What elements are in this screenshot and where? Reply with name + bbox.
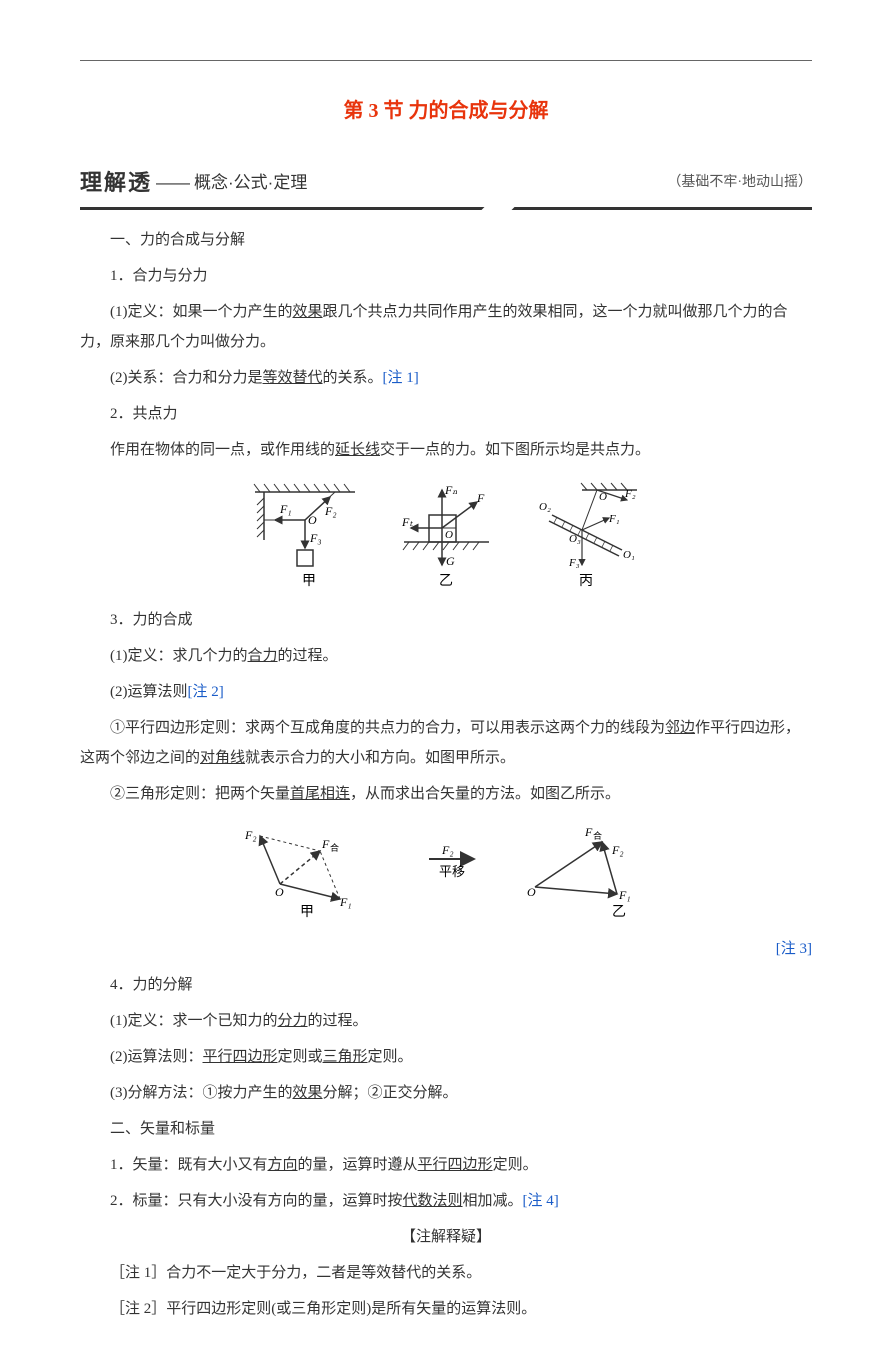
fig-yi: O Fₙ F Fₜ G 乙 — [399, 480, 494, 590]
svg-text:Fₙ: Fₙ — [444, 483, 458, 497]
figure-row-1: F₁ F₂ O F₃ 甲 O Fₙ F Fₜ G 乙 — [80, 480, 812, 590]
header-tail: （基础不牢·地动山摇） — [667, 169, 812, 197]
svg-text:F₁: F₁ — [618, 888, 631, 902]
s3-1: (1)定义：求几个力的合力的过程。 — [80, 641, 812, 671]
svg-text:乙: 乙 — [439, 573, 453, 589]
fig-bing: O O₂ O₃ O₁ F₂ F₁ F₃ 丙 — [527, 480, 642, 590]
svg-text:O: O — [275, 885, 284, 899]
s4-2: (2)运算法则：平行四边形定则或三角形定则。 — [80, 1042, 812, 1072]
svg-text:O: O — [445, 529, 453, 541]
s4-3: (3)分解方法：①按力产生的效果分解；②正交分解。 — [80, 1078, 812, 1108]
figure-row-2: O F₁ F₂ F合 甲 F₂ 平移 O F₁ F₂ F合 乙 — [80, 824, 812, 919]
s1-2: (2)关系：合力和分力是等效替代的关系。[注 1] — [80, 363, 812, 393]
notes-header: 【注解释疑】 — [80, 1222, 812, 1252]
svg-text:F₃: F₃ — [568, 557, 580, 569]
svg-text:O₃: O₃ — [569, 533, 581, 545]
svg-text:O: O — [308, 513, 317, 527]
fig2-arrow: F₂ 平移 — [424, 824, 484, 919]
concept-header: 理解透 —— 概念·公式·定理 （基础不牢·地动山摇） — [80, 161, 812, 210]
svg-text:F₃: F₃ — [309, 531, 322, 545]
svg-text:F: F — [584, 825, 593, 839]
svg-text:F: F — [321, 837, 330, 851]
svg-text:平移: 平移 — [439, 864, 465, 879]
svg-text:合: 合 — [330, 842, 339, 853]
svg-text:G: G — [446, 554, 455, 568]
svg-text:F: F — [476, 491, 485, 505]
s3-2-2: ②三角形定则：把两个矢量首尾相连，从而求出合矢量的方法。如图乙所示。 — [80, 779, 812, 809]
svg-text:F₁: F₁ — [339, 895, 352, 909]
sec2-heading: 二、矢量和标量 — [80, 1114, 812, 1144]
svg-text:甲: 甲 — [302, 574, 316, 589]
sec1-heading: 一、力的合成与分解 — [80, 225, 812, 255]
page-title: 第 3 节 力的合成与分解 — [80, 91, 812, 131]
fig-jia: F₁ F₂ O F₃ 甲 — [250, 480, 365, 590]
sec2-2: 2．标量：只有大小没有方向的量，运算时按代数法则相加减。[注 4] — [80, 1186, 812, 1216]
top-rule — [80, 60, 812, 61]
note-ref-2: [注 2] — [188, 684, 224, 700]
s3-head: 3．力的合成 — [80, 605, 812, 635]
svg-text:F₂: F₂ — [611, 843, 624, 857]
svg-text:O₂: O₂ — [539, 501, 551, 513]
s3-2-1: ①平行四边形定则：求两个互成角度的共点力的合力，可以用表示这两个力的线段为邻边作… — [80, 713, 812, 773]
svg-text:合: 合 — [593, 830, 602, 841]
fig2-yi: O F₁ F₂ F合 乙 — [517, 824, 672, 919]
note-ref-1: [注 1] — [383, 370, 419, 386]
sec2-1: 1．矢量：既有大小又有方向的量，运算时遵从平行四边形定则。 — [80, 1150, 812, 1180]
s1-1: (1)定义：如果一个力产生的效果跟几个共点力共同作用产生的效果相同，这一个力就叫… — [80, 297, 812, 357]
note-ref-4: [注 4] — [523, 1193, 559, 1209]
svg-text:F₁: F₁ — [608, 513, 620, 525]
note-1: ［注 1］合力不一定大于分力，二者是等效替代的关系。 — [80, 1258, 812, 1288]
svg-text:甲: 甲 — [300, 905, 314, 919]
svg-text:F₁: F₁ — [279, 502, 292, 516]
s4-1: (1)定义：求一个已知力的分力的过程。 — [80, 1006, 812, 1036]
svg-text:Fₜ: Fₜ — [401, 515, 413, 529]
note-ref-3: [注 3] — [80, 934, 812, 964]
svg-text:F₂: F₂ — [324, 504, 337, 518]
header-main: 理解透 — [80, 161, 152, 205]
svg-text:F₂: F₂ — [244, 828, 257, 842]
svg-text:F₂: F₂ — [624, 488, 636, 500]
note-2: ［注 2］平行四边形定则(或三角形定则)是所有矢量的运算法则。 — [80, 1294, 812, 1324]
svg-text:O: O — [527, 885, 536, 899]
svg-text:乙: 乙 — [612, 904, 626, 919]
s3-2: (2)运算法则[注 2] — [80, 677, 812, 707]
s2-head: 2．共点力 — [80, 399, 812, 429]
s1-head: 1．合力与分力 — [80, 261, 812, 291]
svg-text:F₂: F₂ — [441, 843, 454, 857]
fig2-jia: O F₁ F₂ F合 甲 — [220, 824, 390, 919]
header-dash: —— — [156, 166, 190, 200]
s2-1: 作用在物体的同一点，或作用线的延长线交于一点的力。如下图所示均是共点力。 — [80, 435, 812, 465]
svg-text:O₁: O₁ — [623, 549, 635, 561]
s4-head: 4．力的分解 — [80, 970, 812, 1000]
svg-text:丙: 丙 — [579, 574, 593, 589]
header-sub: 概念·公式·定理 — [194, 166, 307, 200]
